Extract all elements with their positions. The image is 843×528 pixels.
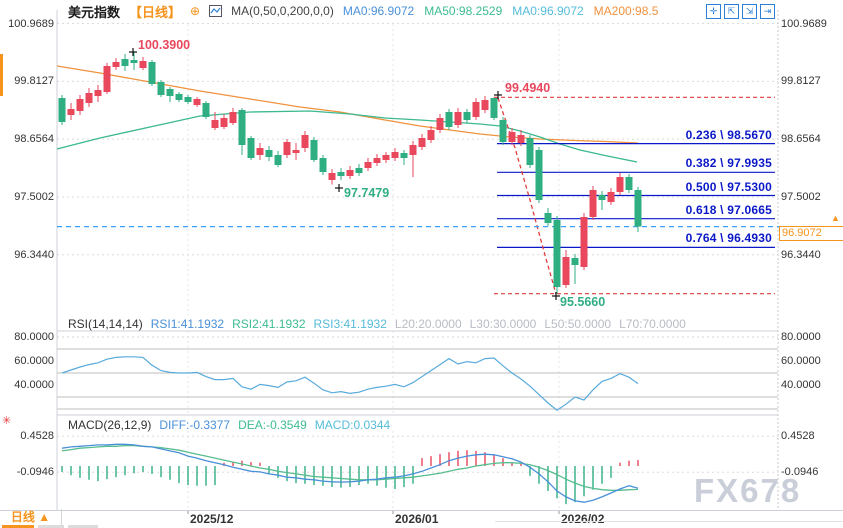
price-axis-label-left: 97.5002 <box>14 190 54 203</box>
rsi-legend-item: L30:30.0000 <box>469 317 537 331</box>
macd-legend-item: DIFF:-0.3377 <box>159 418 231 432</box>
macd-legend-item: MACD:0.0344 <box>314 418 391 432</box>
rsi-legend-item: RSI1:41.1932 <box>150 317 225 331</box>
left-accent-strip <box>0 54 3 96</box>
rsi-legend-item: RSI2:41.1932 <box>232 317 306 331</box>
price-up-arrow-icon: ▲ <box>831 213 840 223</box>
price-axis-label-right: 100.9689 <box>781 17 827 30</box>
price-axis-label-left: 99.8127 <box>14 75 54 88</box>
ma-indicator-icon <box>209 5 223 17</box>
zoom-left-icon[interactable]: ⇱ <box>724 4 739 19</box>
collapse-right-icon[interactable]: ⇥ <box>760 4 775 19</box>
rsi-legend-item: RSI(14,14,14) <box>68 317 143 331</box>
macd-axis-label-left: -0.0946 <box>16 466 54 479</box>
fib-level-label: 0.500 \ 97.5300 <box>685 179 772 194</box>
macd-legend-item: MACD(26,12,9) <box>68 418 152 432</box>
macd-panel-icon: ✳ <box>2 415 12 427</box>
watermark: FX678 <box>694 472 802 509</box>
price-axis-label-right: 97.5002 <box>781 190 821 203</box>
rsi-axis-label-left: 80.0000 <box>14 331 54 343</box>
fib-level-label: 0.764 \ 96.4930 <box>685 231 772 246</box>
chart-header: 美元指数 【日线】 ⊕ MA(0,50,0,200,0,0) MA0:96.90… <box>68 3 659 20</box>
rsi-axis-label-right: 40.0000 <box>781 379 821 391</box>
price-axis-label-right: 99.8127 <box>781 75 821 88</box>
rsi-axis-label-right: 60.0000 <box>781 355 821 367</box>
ma-legend-item: MA200:98.5 <box>593 4 659 18</box>
annotation-high: 100.3900 <box>138 38 191 52</box>
add-indicator-icon[interactable]: ⊕ <box>190 4 201 18</box>
rsi-legend-item: L20:20.0000 <box>394 317 462 331</box>
rsi-axis-label-left: 40.0000 <box>14 379 54 391</box>
rsi-legend-item: RSI3:41.1932 <box>313 317 387 331</box>
fib-level-label: 0.236 \ 98.5670 <box>685 127 772 142</box>
rsi-axis-label-left: 60.0000 <box>14 355 54 367</box>
annotation-swing_high: 99.4940 <box>505 81 551 95</box>
price-axis-label-right: 96.3440 <box>781 248 821 261</box>
zoom-right-icon[interactable]: ⇲ <box>742 4 757 19</box>
ma-legend: MA0:96.9072 MA50:98.2529 MA0:96.9072 MA200:… <box>343 4 659 18</box>
time-axis-divider <box>0 510 843 511</box>
tab-period-daily[interactable]: 日线 ▲ <box>0 509 62 525</box>
rsi-legend: RSI(14,14,14) RSI1:41.1932 RSI2:41.1932 RSI… <box>68 317 686 331</box>
bottom-tab-strip-active[interactable] <box>2 525 34 528</box>
rsi-axis-label-right: 80.0000 <box>781 331 821 343</box>
symbol-title: 美元指数 <box>68 4 121 20</box>
fib-level-label: 0.382 \ 97.9935 <box>685 156 772 171</box>
bottom-tab-strip[interactable] <box>38 525 64 528</box>
annotation-low: 95.5660 <box>560 295 606 309</box>
date-label: 2026/01 <box>395 512 439 526</box>
macd-legend: MACD(26,12,9) DIFF:-0.3377 DEA:-0.3549 MACD… <box>68 418 390 432</box>
macd-axis-label-right: -0.0946 <box>781 466 819 479</box>
time-axis-subline <box>495 521 843 522</box>
ma-legend-item: MA50:98.2529 <box>424 4 503 18</box>
bottom-tab-strip[interactable] <box>68 525 98 528</box>
ma-legend-item: MA0:96.9072 <box>342 4 415 18</box>
price-axis-label-left: 100.9689 <box>8 17 54 30</box>
current-price-box: 96.9072 <box>779 226 843 241</box>
price-axis-label-right: 98.6564 <box>781 133 821 146</box>
pan-icon[interactable]: ✛ <box>706 4 721 19</box>
period-label[interactable]: 【日线】 <box>129 4 182 20</box>
chart-toolbar: ✛ ⇱ ⇲ ⇥ <box>706 4 775 19</box>
ma-settings-label: MA(0,50,0,200,0,0) <box>231 4 334 18</box>
ma-legend-item: MA0:96.9072 <box>512 4 584 18</box>
fib-level-label: 0.618 \ 97.0665 <box>685 202 772 217</box>
rsi-legend-item: L50:50.0000 <box>544 317 612 331</box>
macd-legend-item: DEA:-0.3549 <box>238 418 307 432</box>
macd-axis-label-right: 0.4528 <box>781 430 815 443</box>
price-axis-label-left: 98.6564 <box>14 133 54 146</box>
rsi-legend-item: L70:70.0000 <box>619 317 686 331</box>
macd-axis-label-left: 0.4528 <box>20 430 54 443</box>
annotation-mid_low: 97.7479 <box>344 186 390 200</box>
date-label: 2026/02 <box>561 512 605 526</box>
price-axis-label-left: 96.3440 <box>14 248 54 261</box>
date-label: 2025/12 <box>190 512 234 526</box>
